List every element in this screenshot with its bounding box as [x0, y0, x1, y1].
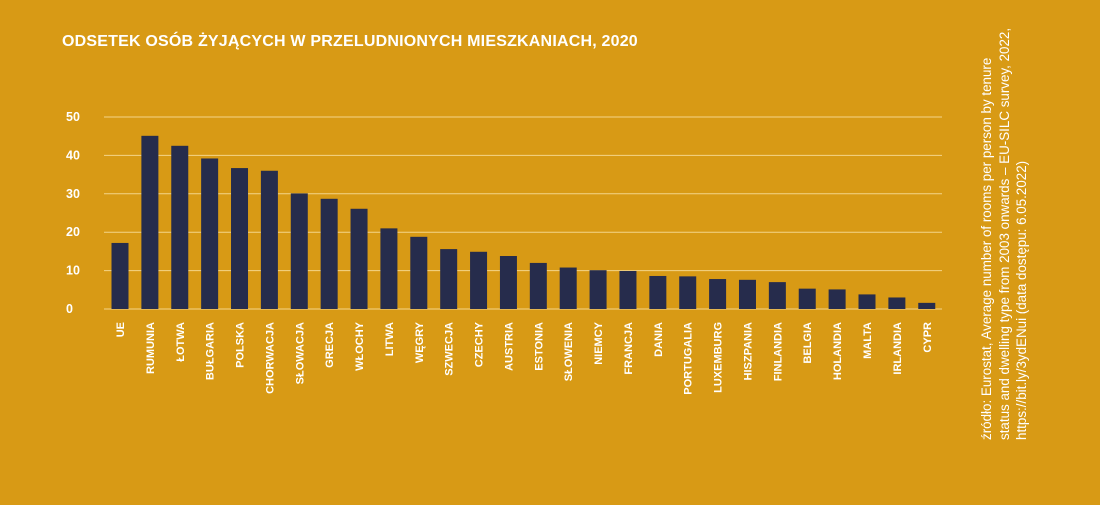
- bar: [589, 270, 607, 309]
- bar: [350, 208, 368, 309]
- x-tick-label: CZECHY: [474, 321, 486, 367]
- source-note: źródło: Eurostat, Average number of room…: [979, 27, 1029, 440]
- x-tick-label: POLSKA: [235, 322, 247, 368]
- bar: [828, 289, 846, 309]
- y-tick-label: 20: [66, 225, 80, 239]
- x-tick-label: WŁOCHY: [354, 321, 366, 371]
- x-tick-label: CYPR: [922, 322, 934, 353]
- bar: [440, 249, 458, 309]
- bar: [201, 158, 219, 309]
- bar: [798, 288, 816, 309]
- bar: [290, 193, 308, 309]
- x-tick-label: DANIA: [653, 322, 665, 357]
- y-tick-label: 30: [66, 187, 80, 201]
- chart-title: ODSETEK OSÓB ŻYJĄCYCH W PRZELUDNIONYCH M…: [62, 33, 638, 50]
- bar: [768, 282, 786, 309]
- x-tick-label: NIEMCY: [593, 321, 605, 364]
- x-tick-label: UE: [115, 322, 127, 337]
- y-tick-label: 50: [66, 110, 80, 124]
- x-tick-label: ŁOTWA: [175, 322, 187, 362]
- y-tick-label: 0: [66, 302, 73, 316]
- x-tick-label: LUXEMBURG: [713, 322, 725, 393]
- x-tick-label: ESTONIA: [533, 322, 545, 371]
- x-tick-label: SŁOWENIA: [563, 322, 575, 381]
- bar: [649, 275, 667, 309]
- bar: [499, 256, 517, 309]
- bar: [380, 228, 398, 309]
- bar: [709, 279, 727, 309]
- y-tick-label: 40: [66, 148, 80, 162]
- x-tick-label: IRLANDIA: [892, 322, 904, 375]
- x-tick-label: FINLANDIA: [772, 322, 784, 381]
- bar: [470, 251, 488, 309]
- x-tick-label: BELGIA: [802, 322, 814, 364]
- bar: [410, 236, 428, 309]
- x-tick-label: BUŁGARIA: [205, 322, 217, 380]
- x-tick-label: SŁOWACJA: [294, 322, 306, 384]
- bar: [858, 294, 876, 309]
- bar: [888, 297, 906, 309]
- bar: [320, 198, 338, 309]
- bar: [679, 276, 697, 309]
- x-tick-label: WĘGRY: [414, 321, 426, 363]
- x-tick-label: PORTUGALIA: [683, 322, 695, 395]
- x-tick-label: HISZPANIA: [742, 322, 754, 381]
- x-tick-label: FRANCJA: [623, 322, 635, 375]
- bar: [111, 242, 129, 309]
- x-tick-label: HOLANDIA: [832, 322, 844, 380]
- bar: [141, 135, 159, 309]
- bar: [260, 170, 278, 309]
- x-tick-label: CHORWACJA: [264, 322, 276, 394]
- x-tick-label: AUSTRIA: [503, 322, 515, 371]
- bar: [231, 168, 249, 309]
- bar: [738, 279, 756, 309]
- x-tick-label: SZWECJA: [444, 322, 456, 376]
- bar: [559, 267, 577, 309]
- x-tick-label: LITWA: [384, 322, 396, 356]
- bar: [529, 262, 547, 309]
- x-tick-label: RUMUNIA: [145, 322, 157, 374]
- x-tick-label: MALTA: [862, 322, 874, 359]
- bar: [171, 145, 189, 309]
- y-tick-label: 10: [66, 264, 80, 278]
- bar: [918, 302, 936, 309]
- x-tick-label: GRECJA: [324, 322, 336, 368]
- bar: [619, 270, 637, 309]
